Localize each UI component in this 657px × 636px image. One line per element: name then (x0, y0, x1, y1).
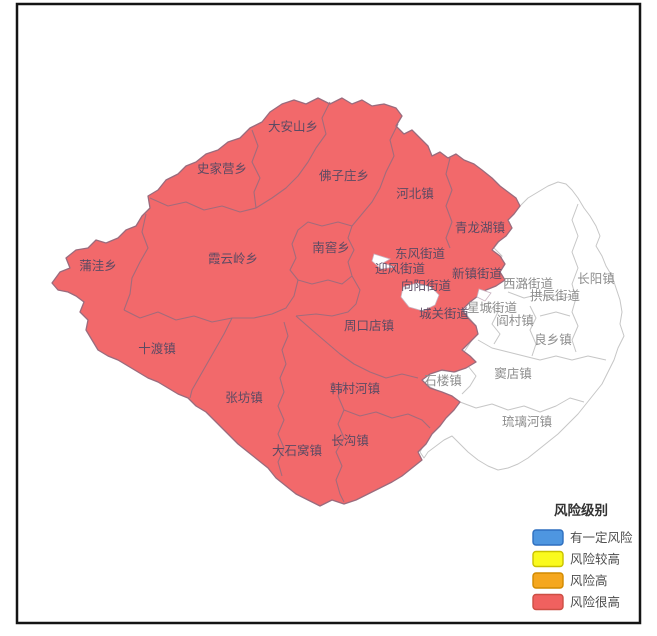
region-label-very-high: 大石窝镇 (272, 443, 322, 458)
region-label-uncolored: 阎村镇 (496, 313, 534, 328)
legend-swatch-very-high[interactable] (532, 593, 564, 611)
legend-swatch-some-risk[interactable] (532, 529, 564, 546)
region-label-uncolored: 星城街道 (467, 300, 518, 315)
region-label-very-high: 青龙湖镇 (455, 220, 505, 235)
region-label-uncolored: 拱辰街道 (530, 288, 581, 303)
legend-swatch-high[interactable] (532, 572, 564, 589)
region-label-very-high: 向阳街道 (401, 278, 452, 293)
region-label-uncolored: 石楼镇 (424, 373, 462, 388)
region-label-very-high: 迎风街道 (375, 261, 426, 276)
legend-label-relatively-high: 风险较高 (570, 552, 620, 567)
region-label-uncolored: 长阳镇 (577, 271, 615, 286)
legend-swatch-relatively-high[interactable] (532, 550, 564, 568)
legend-label-some-risk: 有一定风险 (570, 530, 633, 545)
region-label-very-high: 史家营乡 (197, 161, 247, 176)
region-label-very-high: 大安山乡 (268, 119, 318, 134)
region-label-very-high: 周口店镇 (344, 318, 394, 333)
region-label-uncolored: 西潞街道 (503, 276, 554, 291)
region-label-very-high: 河北镇 (396, 186, 434, 201)
region-label-very-high: 南窖乡 (312, 240, 350, 255)
region-label-uncolored: 琉璃河镇 (502, 414, 552, 429)
region-label-very-high: 城关街道 (419, 306, 470, 321)
urban-white-patches (371, 253, 492, 312)
legend: 风险级别 有一定风险 风险较高 风险高 风险很高 (532, 502, 633, 611)
risk-region-borders (123, 101, 453, 503)
region-label-very-high: 佛子庄乡 (319, 168, 369, 183)
region-label-very-high: 霞云岭乡 (208, 251, 258, 266)
region-label-very-high: 蒲洼乡 (79, 258, 117, 273)
region-label-very-high: 韩村河镇 (330, 381, 380, 396)
region-label-very-high: 十渡镇 (138, 341, 176, 356)
region-label-very-high: 东风街道 (395, 246, 446, 261)
region-label-very-high: 张坊镇 (225, 390, 263, 405)
legend-label-very-high: 风险很高 (570, 595, 620, 610)
region-label-uncolored: 窦店镇 (494, 366, 532, 381)
legend-title: 风险级别 (554, 502, 608, 519)
legend-label-high: 风险高 (570, 573, 608, 588)
region-label-uncolored: 良乡镇 (534, 332, 572, 347)
uncolored-region-borders (459, 203, 607, 413)
region-label-very-high: 长沟镇 (331, 433, 369, 448)
region-label-very-high: 新镇街道 (452, 266, 503, 281)
